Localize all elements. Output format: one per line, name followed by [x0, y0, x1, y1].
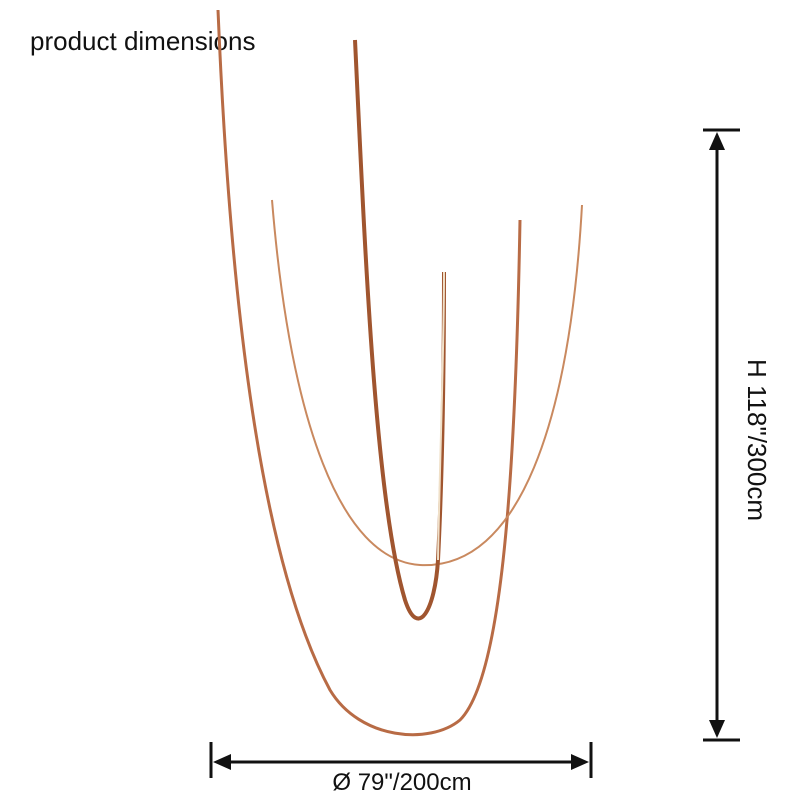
lamp-drawing	[216, 9, 583, 737]
arrow	[571, 754, 589, 770]
inner-light	[437, 271, 445, 561]
diameter-label: Ø 79"/200cm	[332, 769, 471, 796]
outer-loop	[216, 9, 522, 737]
inner-loop	[353, 39, 446, 621]
arrow	[213, 754, 231, 770]
title: product dimensions	[30, 26, 255, 56]
middle-loop	[271, 199, 583, 567]
arrow	[709, 132, 725, 150]
dimension-lines	[209, 128, 740, 778]
arrow	[709, 720, 725, 738]
height-label: H 118"/300cm	[742, 359, 772, 521]
